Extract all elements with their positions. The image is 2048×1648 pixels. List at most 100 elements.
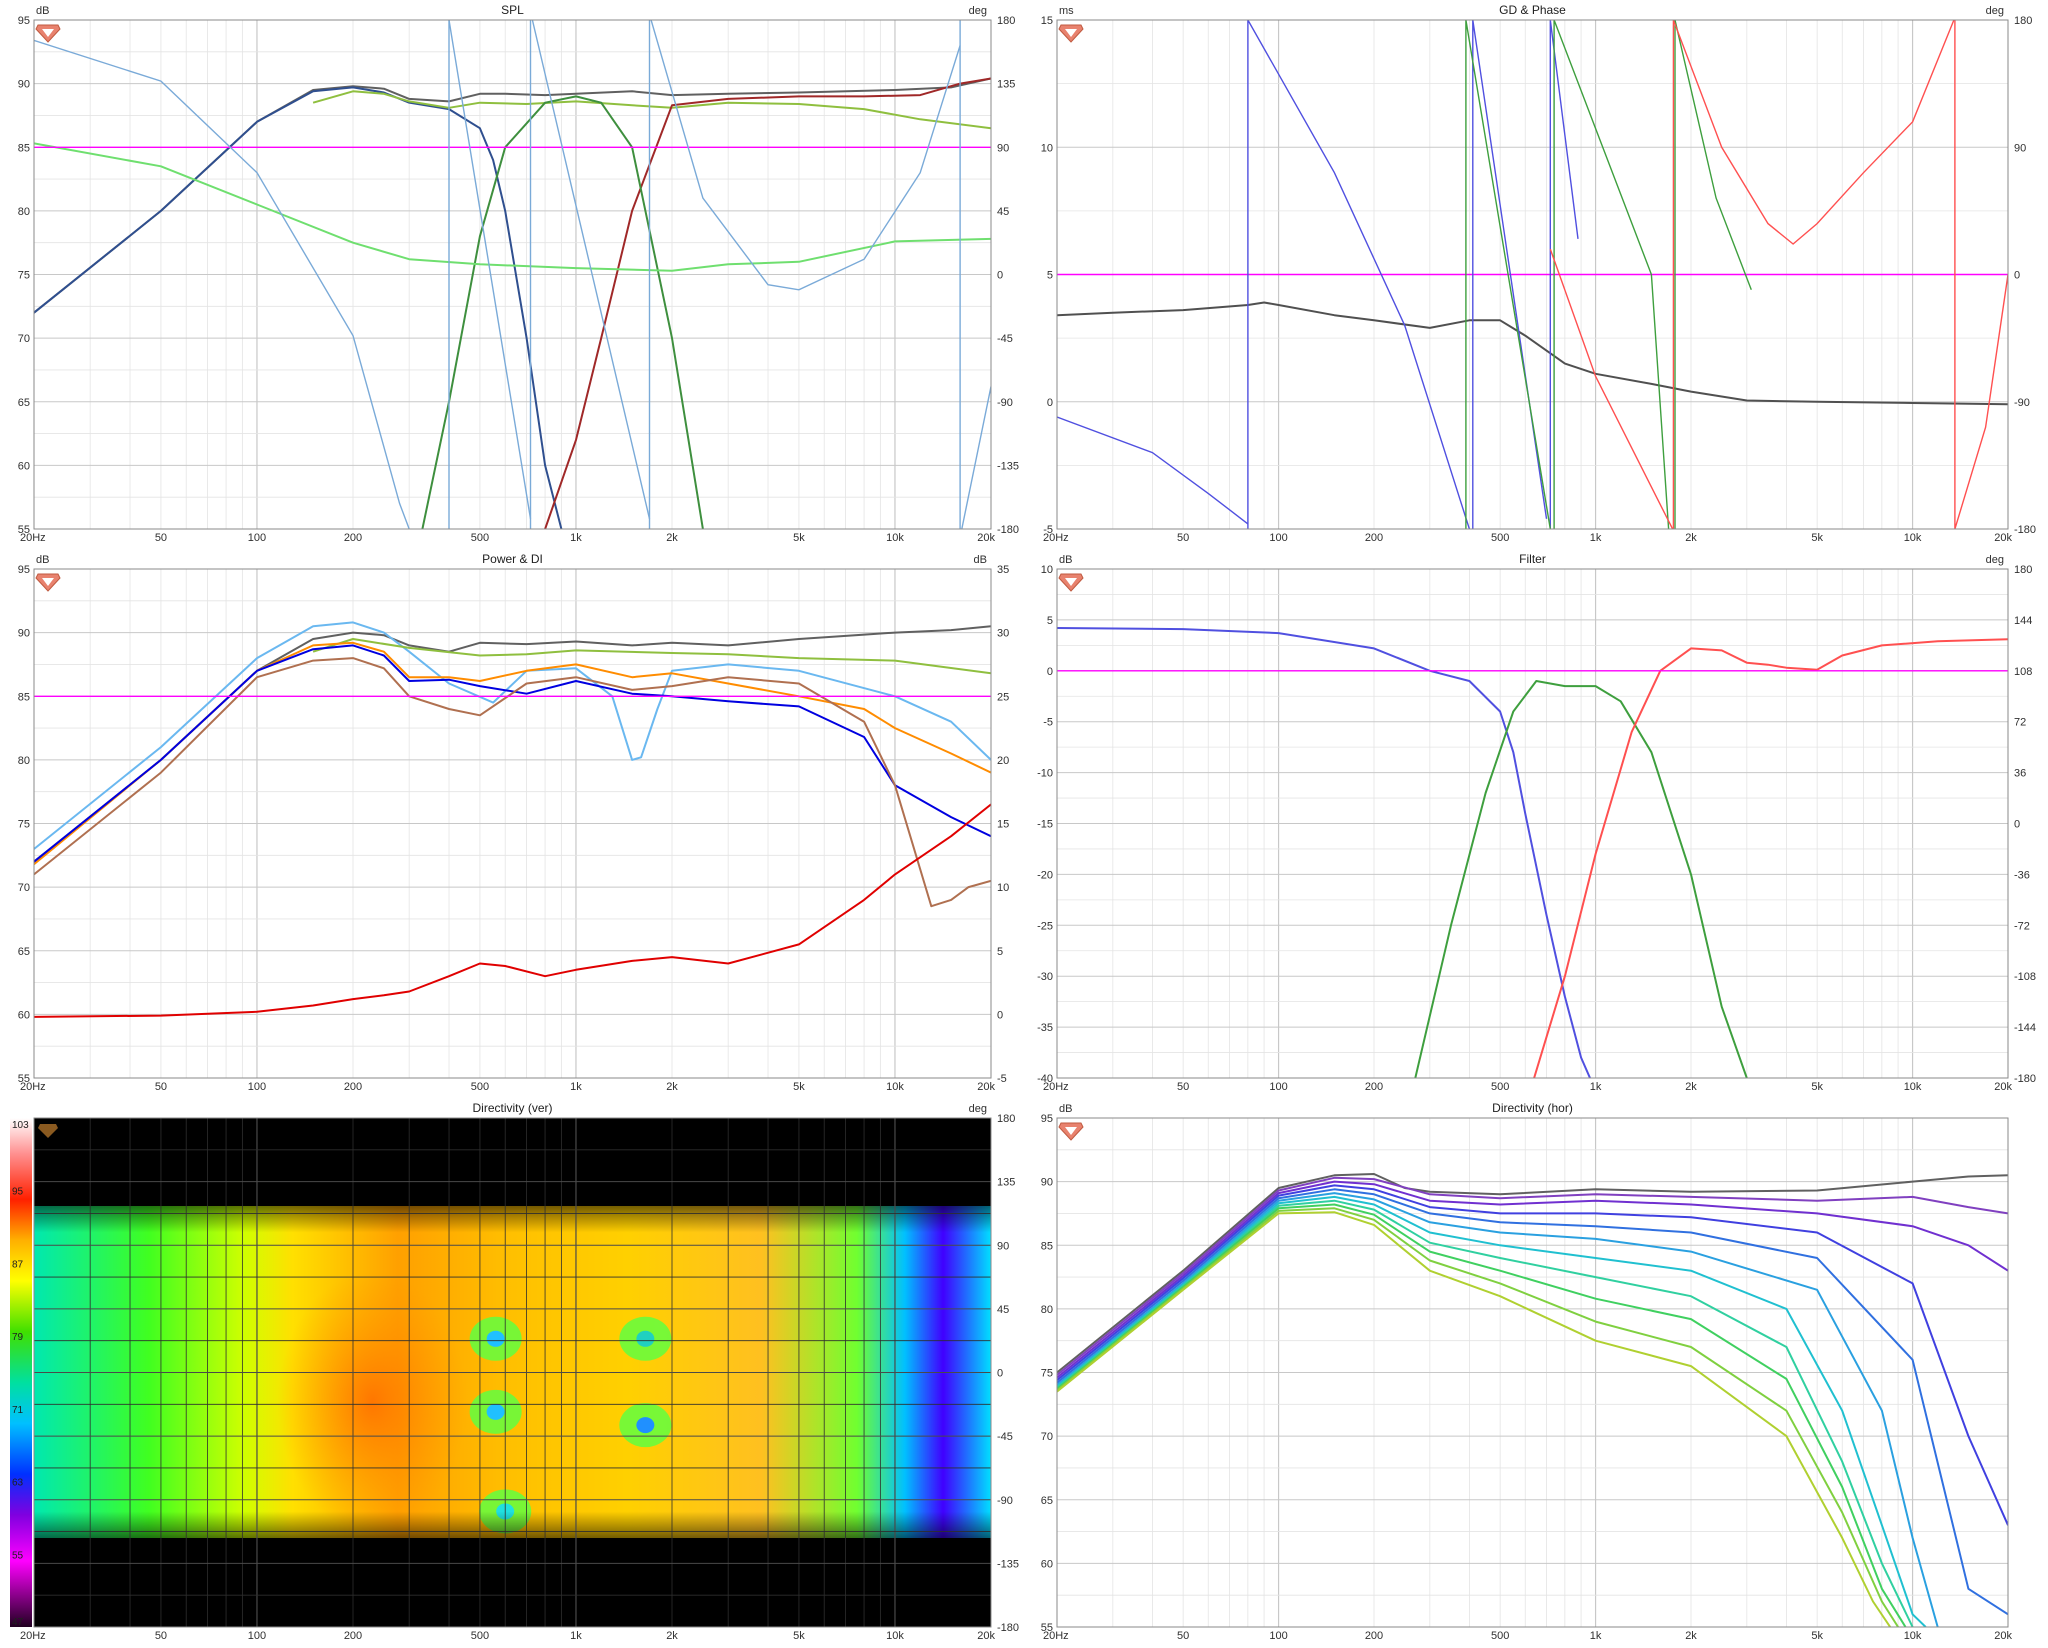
y-tick-label: 85 [1041,1240,1053,1252]
y2-tick-label: 20 [997,755,1009,767]
x-tick-label: 20k [1994,1081,2012,1093]
x-tick-label: 20k [1994,532,2012,544]
series-line [1057,1188,2008,1616]
series-line [34,803,991,1018]
series-line [1057,1180,2008,1379]
x-tick-label: 200 [344,1081,362,1093]
x-tick-label: 50 [155,1630,167,1642]
x-tick-label: 1k [570,532,582,544]
y-tick-label: 95 [1041,1113,1053,1125]
y2-tick-label: -135 [997,1558,1019,1570]
y-tick-label: 90 [18,628,30,640]
y2-tick-label: 90 [997,1240,1009,1252]
x-tick-label: 500 [1491,532,1509,544]
colorbar-tick-label: 87 [12,1259,24,1270]
y2-tick-label: 35 [997,564,1009,576]
colorbar-tick-label: 47 [12,1617,24,1628]
phase-trace [34,39,410,529]
x-tick-label: 2k [666,1630,678,1642]
y-tick-label: -35 [1037,1022,1053,1034]
series-line [34,625,991,863]
grid [1056,568,2009,1079]
x-tick-label: 5k [1811,1081,1823,1093]
x-tick-label: 500 [471,1630,489,1642]
left-unit-label: dB [36,554,49,566]
x-tick-label: 500 [1491,1630,1509,1642]
x-tick-label: 50 [155,532,167,544]
x-tick-label: 200 [1365,532,1383,544]
phase-trace [650,20,961,291]
app-logo-icon-inner [1065,578,1077,586]
x-tick-label: 10k [886,1630,904,1642]
app-logo-icon-inner [42,29,54,37]
y-tick-label: 70 [1041,1431,1053,1443]
y2-tick-label: 108 [2014,666,2032,678]
y2-tick-label: 90 [2014,142,2026,154]
series-line [1057,1195,1927,1627]
y-tick-label: 85 [18,691,30,703]
series-line [1533,638,2008,1078]
x-tick-label: 100 [248,532,266,544]
series-line [34,644,991,863]
y2-tick-label: -180 [997,1622,1019,1634]
y-tick-label: 75 [18,819,30,831]
y2-tick-label: 72 [2014,717,2026,729]
phase-trace [1672,20,1955,529]
plot-frame [33,568,992,1079]
y-tick-label: 70 [18,882,30,894]
y-tick-label: 5 [1047,270,1053,282]
y-tick-label: -40 [1037,1073,1053,1085]
y2-tick-label: 180 [997,15,1015,27]
x-tick-label: 500 [471,532,489,544]
x-tick-label: 20k [977,1630,995,1642]
series-line [421,95,704,529]
x-tick-label: 20Hz [1043,532,1069,544]
left-unit-label: dB [1059,1103,1072,1115]
y2-tick-label: 135 [997,1177,1015,1189]
phase-trace [531,20,651,519]
x-tick-label: 2k [1685,1630,1697,1642]
y2-tick-label: 0 [2014,819,2020,831]
series-line [1057,1192,1939,1627]
chart-title: Filter [1519,552,1546,566]
y-tick-label: 80 [18,206,30,218]
spl-panel: SPL dB deg 95 90 85 80 75 70 65 60 55 180 135 90 45 0 -45… [18,3,1019,544]
y2-tick-label: -144 [2014,1022,2036,1034]
y-tick-label: 55 [18,524,30,536]
right-unit-label: deg [969,5,987,17]
x-tick-label: 5k [793,1081,805,1093]
colorbar-tick-label: 79 [12,1332,24,1343]
y-tick-label: -10 [1037,768,1053,780]
y2-tick-label: 0 [2014,270,2020,282]
y-tick-label: 75 [18,270,30,282]
phase-trace [1954,20,2008,529]
phase-trace [961,386,991,529]
plot-frame [33,19,992,530]
y-tick-label: 80 [1041,1304,1053,1316]
left-unit-label: ms [1059,5,1074,17]
y2-tick-label: 30 [997,628,1009,640]
y-tick-label: 60 [18,1009,30,1021]
x-tick-label: 10k [1904,1081,1922,1093]
app-logo-icon-inner [42,578,54,586]
x-tick-label: 50 [155,1081,167,1093]
x-tick-label: 20Hz [20,532,46,544]
right-unit-label: deg [1986,5,2004,17]
x-tick-label: 200 [1365,1630,1383,1642]
x-tick-label: 20Hz [20,1081,46,1093]
phase-trace [1247,20,1471,529]
y2-tick-label: 25 [997,691,1009,703]
y2-tick-label: -72 [2014,920,2030,932]
series-line [34,621,991,850]
y-tick-label: 10 [1041,564,1053,576]
y-tick-label: -30 [1037,971,1053,983]
y-tick-label: 5 [1047,615,1053,627]
y2-tick-label: -45 [997,1431,1013,1443]
chart-title: Directivity (hor) [1492,1101,1573,1115]
series-group [34,20,991,529]
plot-frame [33,1117,992,1628]
series-group [1057,20,2008,529]
y2-tick-label: 36 [2014,768,2026,780]
